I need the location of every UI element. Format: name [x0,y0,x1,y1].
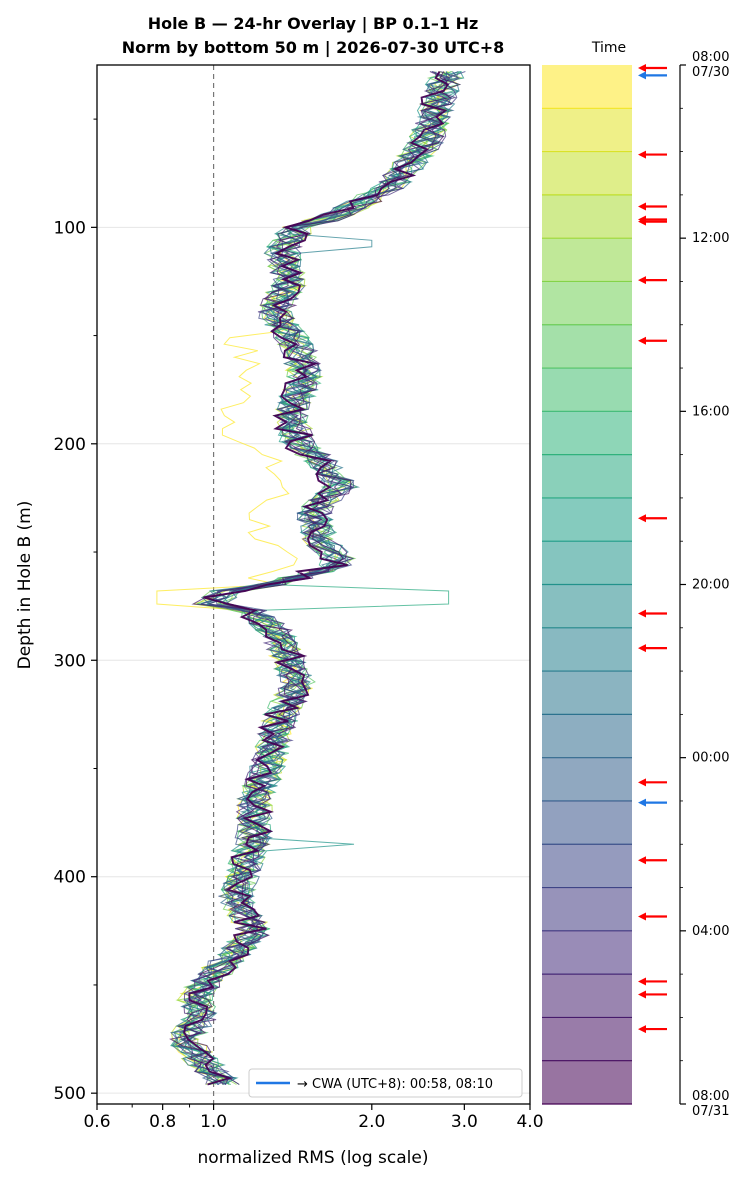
colorbar-segment [542,1060,632,1104]
y-tick-label: 200 [54,435,86,455]
colorbar-segment [542,757,632,801]
colorbar-segment [542,411,632,455]
grid-layer [97,226,530,1094]
event-arrow-head [638,990,646,999]
colorbar-segment [542,930,632,975]
legend-label: → CWA (UTC+8): 00:58, 08:10 [297,1077,493,1092]
time-tick-label: 08:00 [692,1089,729,1104]
series-line-hour-22 [169,71,462,1085]
event-arrow-head [638,856,646,865]
series-layer [156,71,466,1086]
colorbar-title: Time [591,40,626,56]
series-line-hour-18 [182,71,466,1085]
event-arrow-head [638,1025,646,1034]
event-arrow-head [638,71,646,80]
event-arrow-head [638,276,646,285]
colorbar-segment [542,108,632,152]
chart-title-line1: Hole B — 24-hr Overlay | BP 0.1–1 Hz [148,14,479,34]
event-arrow-head [638,202,646,211]
event-arrow-head [638,217,646,226]
time-tick-label: 08:00 [692,50,729,65]
colorbar-segment [542,671,632,715]
time-tick-label: 12:00 [692,231,729,246]
time-tick-label: 04:00 [692,924,729,939]
event-arrow-head [638,778,646,787]
colorbar-time-axis: 08:0007/3012:0016:0020:0000:0004:0008:00… [679,50,729,1119]
colorbar-segment [542,627,632,672]
chart-title-line2: Norm by bottom 50 m | 2026-07-30 UTC+8 [122,38,505,58]
colorbar-segment [542,584,632,628]
x-tick-label: 0.8 [149,1112,176,1132]
series-line-hour-23 [183,71,450,1086]
x-axis-ticks: 0.6 0.8 1.0 2.0 3.0 4.0 [83,1104,544,1132]
colorbar-segment [542,800,632,845]
time-tick-label: 16:00 [692,404,729,419]
event-arrow-head [638,644,646,653]
colorbar-segment [542,497,632,542]
time-tick-label: 00:00 [692,751,729,766]
colorbar-segment [542,65,632,109]
x-tick-label: 2.0 [358,1112,385,1132]
event-arrow-head [638,798,646,807]
x-tick-label: 1.0 [200,1112,227,1132]
event-arrows [638,64,667,1034]
y-axis-label: Depth in Hole B (m) [15,501,35,670]
plot-frame [96,64,531,1105]
colorbar-segment [542,714,632,758]
event-arrow-head [638,514,646,523]
colorbar-segment [542,541,632,585]
time-tick-label: 07/30 [692,65,729,80]
x-tick-label: 3.0 [451,1112,478,1132]
colorbar-segment [542,974,632,1018]
y-tick-label: 100 [54,218,86,238]
y-axis-ticks: 100 200 300 400 500 [54,118,97,1104]
y-tick-label: 400 [54,868,86,888]
colorbar-segment [542,238,632,282]
colorbar-segment [542,887,632,931]
legend-box [248,1068,523,1098]
x-tick-label: 0.6 [83,1112,110,1132]
legend: → CWA (UTC+8): 00:58, 08:10 [248,1068,523,1098]
event-arrow-head [638,150,646,159]
colorbar-segment [542,454,632,498]
event-arrow-head [638,64,646,72]
colorbar [542,65,632,1105]
colorbar-segment [542,368,632,412]
y-tick-label: 300 [54,651,86,671]
y-tick-label: 500 [54,1084,86,1104]
event-arrow-head [638,609,646,618]
colorbar-segment [542,281,632,325]
event-arrow-head [638,912,646,921]
colorbar-segment [542,1017,632,1061]
time-tick-label: 07/31 [692,1104,729,1119]
colorbar-segment [542,324,632,369]
colorbar-segment [542,151,632,195]
series-line-hour-12 [171,71,465,1085]
event-arrow-head [638,977,646,986]
x-tick-label: 4.0 [516,1112,543,1132]
colorbar-segment [542,194,632,239]
event-arrow-head [638,336,646,345]
x-axis-label: normalized RMS (log scale) [198,1148,429,1168]
time-tick-label: 20:00 [692,578,729,593]
colorbar-segment [542,844,632,888]
